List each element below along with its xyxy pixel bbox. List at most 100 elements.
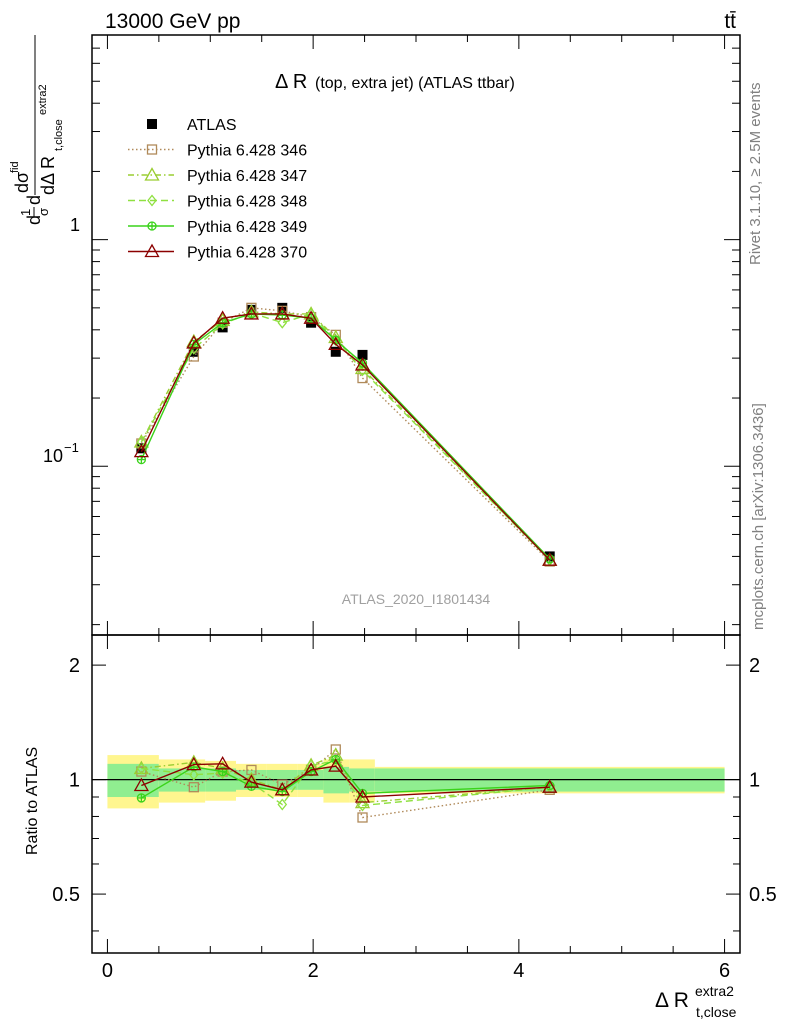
ratio-point — [246, 781, 257, 791]
series-5 — [133, 306, 558, 566]
legend-label-4: Pythia 6.428 349 — [187, 219, 307, 236]
x-tick-labels: 0 2 4 6 — [102, 960, 730, 982]
analysis-id-label: ATLAS_2020_I1801434 — [342, 591, 491, 607]
band-inner-0 — [107, 763, 159, 798]
svg-text:d: d — [24, 215, 44, 225]
ratio-line-4 — [141, 763, 550, 798]
data-point — [188, 351, 199, 362]
svg-text:extra2: extra2 — [37, 84, 49, 115]
ratio-point — [274, 781, 290, 796]
main-panel: Δ R (top, extra jet) (ATLAS ttbar) ATLAS… — [43, 34, 741, 636]
ratio-y-tick-label: 1 — [69, 770, 80, 792]
svg-text:d: d — [24, 195, 44, 205]
ratio-point — [277, 798, 288, 811]
ratio-y-axis-label: Ratio to ATLAS — [24, 747, 41, 855]
data-point — [330, 346, 341, 357]
svg-text:dΔ R: dΔ R — [38, 156, 58, 195]
ratio-y-tick-label-right: 0.5 — [749, 884, 777, 906]
ratio-point — [136, 762, 147, 775]
legend-marker-0 — [147, 119, 157, 129]
panel-title-main: Δ R — [275, 71, 307, 93]
panel-title-detail: (top, extra jet) (ATLAS ttbar) — [315, 75, 515, 92]
legend: ATLAS Pythia 6.428 346 Pythia 6.428 347 Pyt… — [128, 117, 307, 262]
x-axis-label: Δ R extra2 t,close — [655, 983, 737, 1020]
data-point — [215, 310, 231, 324]
svg-text:dσ: dσ — [12, 172, 32, 193]
ratio-ticks — [92, 635, 740, 953]
ratio-point — [188, 768, 199, 781]
data-point — [542, 552, 558, 566]
svg-text:σ: σ — [36, 208, 51, 216]
rivet-label: Rivet 3.1.10, ≥ 2.5M events — [747, 83, 764, 266]
x-axis-label-main: Δ R — [655, 989, 689, 1012]
energy-label: 13000 GeV pp — [105, 10, 240, 33]
legend-label-0: ATLAS — [187, 117, 237, 134]
ratio-y-tick-labels: 0.5 0.5 1 1 2 2 — [52, 655, 777, 906]
mcplots-label: mcplots.cern.ch [arXiv:1306.3436] — [750, 403, 767, 630]
legend-label-1: Pythia 6.428 346 — [187, 143, 307, 160]
legend-marker-4 — [147, 221, 157, 231]
svg-text:t,close: t,close — [53, 119, 65, 151]
ratio-point — [136, 766, 147, 777]
x-tick-label: 4 — [513, 960, 524, 982]
main-y-tick-labels: 1 10 −1 — [43, 215, 80, 466]
data-point — [274, 306, 290, 320]
legend-label-5: Pythia 6.428 370 — [187, 245, 307, 262]
legend-marker-2 — [144, 167, 160, 181]
legend-label-3: Pythia 6.428 348 — [187, 194, 307, 211]
ratio-point — [186, 756, 202, 771]
x-axis-label-sub: t,close — [696, 1004, 737, 1020]
legend-marker-3 — [147, 194, 157, 207]
legend-entry-1: Pythia 6.428 346 — [128, 143, 307, 160]
data-point — [303, 310, 319, 324]
data-point — [136, 435, 147, 448]
legend-marker-5 — [144, 243, 160, 258]
ratio-point — [215, 756, 231, 770]
ratio-point — [354, 789, 371, 803]
legend-entry-0: ATLAS — [147, 117, 237, 134]
svg-text:1: 1 — [18, 209, 33, 216]
legend-entry-5: Pythia 6.428 370 — [128, 243, 307, 262]
ratio-series-4 — [133, 756, 558, 803]
legend-entry-4: Pythia 6.428 349 — [128, 219, 307, 236]
data-point — [186, 335, 202, 349]
ratio-point — [357, 812, 368, 823]
y-tick-label-exponent: −1 — [64, 440, 79, 455]
series-line-1 — [140, 307, 551, 562]
ratio-point — [303, 762, 319, 776]
legend-entry-3: Pythia 6.428 348 — [128, 194, 307, 211]
x-tick-label: 0 — [102, 960, 113, 982]
svg-text:fid: fid — [9, 161, 21, 173]
ratio-point — [542, 779, 558, 793]
main-series — [133, 302, 558, 567]
data-point — [328, 336, 344, 351]
ratio-y-tick-label: 2 — [69, 655, 80, 677]
x-tick-label: 2 — [308, 960, 319, 982]
legend-entry-2: Pythia 6.428 347 — [128, 167, 307, 185]
series-line-3 — [140, 312, 551, 561]
ratio-point — [357, 799, 368, 812]
y-tick-label-10: 10 — [43, 446, 63, 466]
ratio-point — [136, 793, 147, 803]
legend-marker-1 — [146, 144, 158, 155]
main-y-axis-label: d 1 σ d dσ fid dΔ R t,close extra2 — [9, 35, 65, 225]
ratio-point — [133, 777, 149, 792]
y-tick-label-1: 1 — [70, 215, 80, 235]
ratio-point — [328, 758, 344, 772]
ratio-point — [243, 774, 260, 788]
legend-label-2: Pythia 6.428 347 — [187, 168, 307, 185]
main-ticks — [92, 34, 740, 635]
ratio-panel: Ratio to ATLAS 0.5 0.5 1 1 2 2 — [24, 634, 777, 954]
x-tick-label: 6 — [719, 960, 730, 982]
process-label: tt̄ — [724, 10, 736, 33]
data-point — [243, 306, 260, 320]
data-point — [354, 357, 371, 371]
x-axis-label-sup: extra2 — [695, 983, 734, 999]
ratio-point — [330, 744, 341, 755]
series-0 — [136, 302, 555, 562]
series-1 — [136, 302, 555, 567]
data-point — [277, 316, 288, 329]
data-point — [357, 349, 368, 360]
ratio-point — [188, 782, 199, 793]
